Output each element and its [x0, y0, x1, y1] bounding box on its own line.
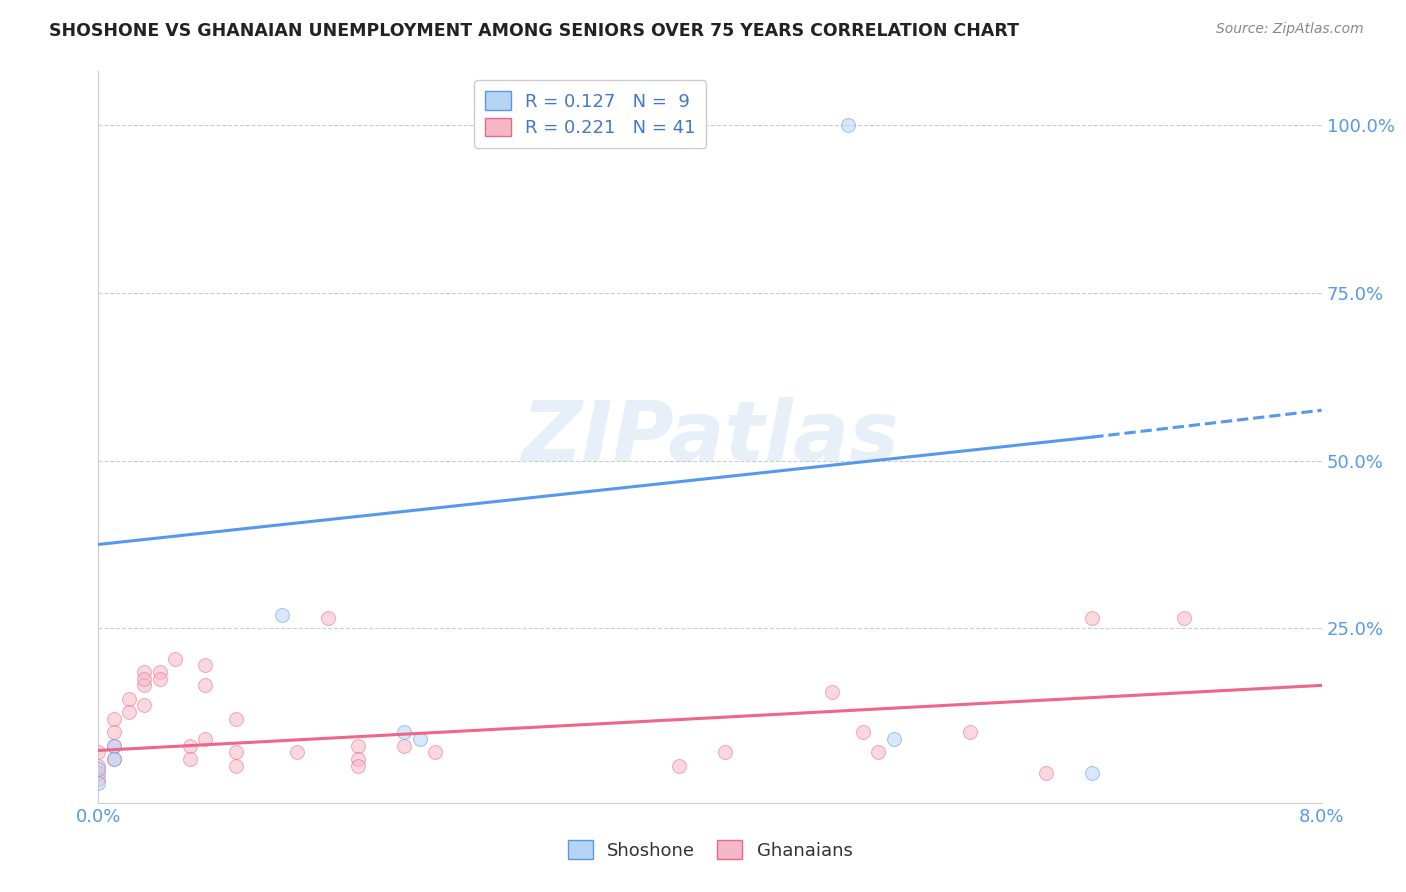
- Point: [668, 759, 690, 773]
- Point: [87, 759, 110, 773]
- Point: [87, 746, 110, 760]
- Point: [194, 678, 217, 692]
- Point: [959, 725, 981, 739]
- Point: [225, 759, 247, 773]
- Point: [87, 762, 110, 776]
- Point: [852, 725, 875, 739]
- Point: [103, 739, 125, 753]
- Point: [408, 732, 430, 747]
- Point: [149, 665, 172, 679]
- Point: [270, 607, 294, 622]
- Point: [87, 772, 110, 787]
- Point: [163, 651, 186, 665]
- Text: ZIPatlas: ZIPatlas: [522, 397, 898, 477]
- Point: [347, 739, 370, 753]
- Point: [87, 765, 110, 780]
- Point: [1081, 611, 1104, 625]
- Text: Source: ZipAtlas.com: Source: ZipAtlas.com: [1216, 22, 1364, 37]
- Point: [714, 746, 737, 760]
- Point: [501, 118, 523, 132]
- Point: [134, 698, 156, 713]
- Point: [1173, 611, 1195, 625]
- Text: SHOSHONE VS GHANAIAN UNEMPLOYMENT AMONG SENIORS OVER 75 YEARS CORRELATION CHART: SHOSHONE VS GHANAIAN UNEMPLOYMENT AMONG …: [49, 22, 1019, 40]
- Point: [118, 705, 141, 719]
- Point: [1081, 765, 1104, 780]
- Point: [194, 732, 217, 747]
- Point: [179, 739, 201, 753]
- Point: [423, 746, 446, 760]
- Point: [347, 752, 370, 766]
- Point: [623, 118, 645, 132]
- Point: [837, 118, 859, 132]
- Point: [134, 665, 156, 679]
- Point: [103, 725, 125, 739]
- Point: [194, 658, 217, 673]
- Point: [821, 685, 844, 699]
- Point: [134, 678, 156, 692]
- Point: [179, 752, 201, 766]
- Point: [103, 712, 125, 726]
- Point: [392, 739, 416, 753]
- Point: [225, 712, 247, 726]
- Point: [103, 752, 125, 766]
- Legend: Shoshone, Ghanaians: Shoshone, Ghanaians: [561, 833, 859, 867]
- Point: [316, 611, 339, 625]
- Point: [103, 752, 125, 766]
- Point: [392, 725, 416, 739]
- Point: [883, 732, 905, 747]
- Point: [103, 739, 125, 753]
- Point: [87, 775, 110, 789]
- Point: [285, 746, 308, 760]
- Point: [149, 672, 172, 686]
- Point: [225, 746, 247, 760]
- Point: [1035, 765, 1057, 780]
- Point: [118, 691, 141, 706]
- Point: [868, 746, 890, 760]
- Point: [134, 672, 156, 686]
- Point: [347, 759, 370, 773]
